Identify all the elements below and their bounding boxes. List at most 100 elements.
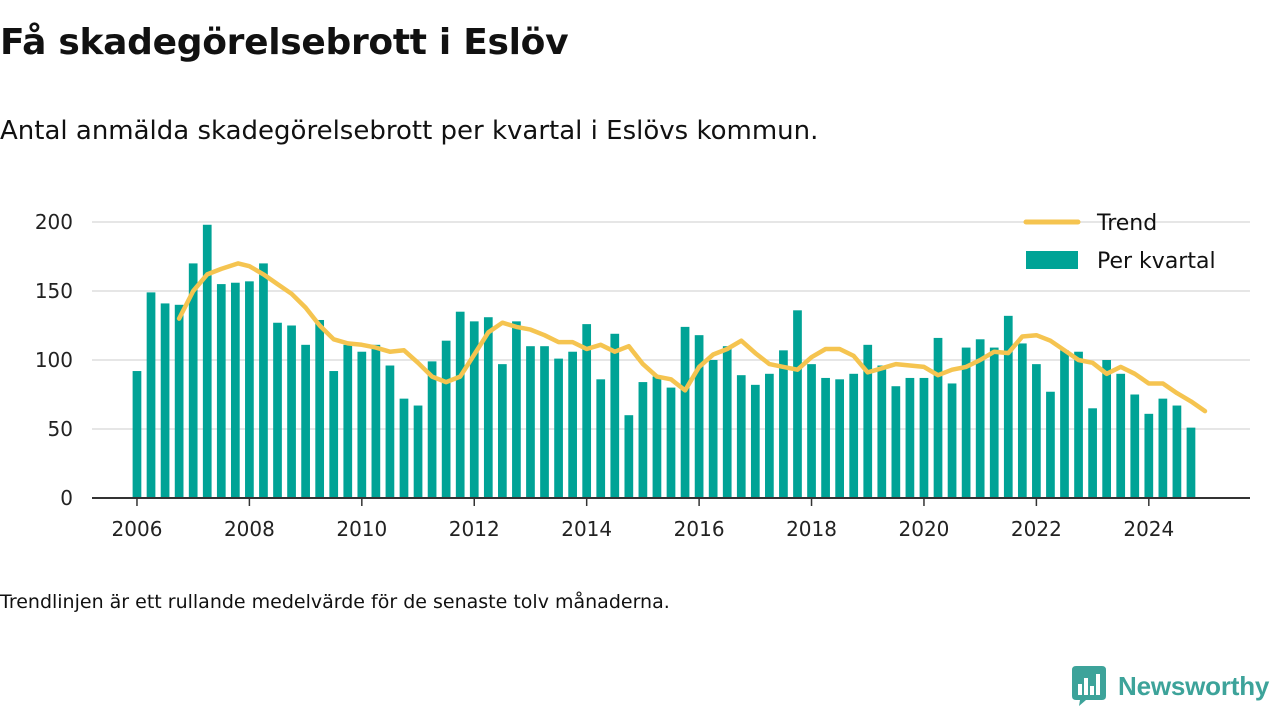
bar xyxy=(933,337,943,498)
bar xyxy=(413,405,423,498)
x-tick-label: 2006 xyxy=(112,517,163,541)
footnote: Trendlinjen är ett rullande medelvärde f… xyxy=(0,591,670,613)
y-tick-label: 100 xyxy=(35,348,73,372)
bar xyxy=(821,377,830,498)
bar xyxy=(765,373,774,498)
newsworthy-logo-icon xyxy=(1072,666,1106,706)
bar xyxy=(273,322,282,498)
bar xyxy=(371,344,381,498)
bar xyxy=(315,319,325,498)
bar xyxy=(245,281,254,498)
bar xyxy=(1032,364,1041,498)
legend: Trend Per kvartal xyxy=(1023,211,1216,274)
bar xyxy=(666,387,676,498)
x-tick-label: 2010 xyxy=(336,517,387,541)
y-tick-label: 200 xyxy=(35,210,73,234)
bar xyxy=(582,324,592,498)
chart-title: Få skadegörelsebrott i Eslöv xyxy=(0,22,569,63)
x-tick-label: 2018 xyxy=(786,517,837,541)
bar xyxy=(694,335,704,498)
bar xyxy=(399,398,409,498)
bar xyxy=(441,340,451,498)
bar xyxy=(568,351,577,498)
brand-name: Newsworthy xyxy=(1118,670,1270,701)
y-tick-label: 150 xyxy=(35,279,73,303)
bar xyxy=(385,365,395,498)
bar xyxy=(624,415,634,498)
x-tick-label: 2012 xyxy=(449,517,500,541)
bar xyxy=(610,333,620,498)
bar xyxy=(146,292,156,498)
bar xyxy=(1116,373,1126,498)
x-tick-label: 2014 xyxy=(561,517,612,541)
bar xyxy=(891,386,901,498)
bar xyxy=(329,371,339,498)
bar xyxy=(259,263,268,498)
bar xyxy=(596,379,606,498)
y-tick-label: 0 xyxy=(60,486,73,510)
x-tick-label: 2016 xyxy=(674,517,725,541)
bar xyxy=(835,379,844,498)
bar xyxy=(975,339,985,498)
bar xyxy=(1003,315,1013,498)
bar xyxy=(1060,350,1069,498)
bar xyxy=(1130,394,1140,498)
bar xyxy=(498,364,507,498)
bar xyxy=(919,377,929,498)
bar xyxy=(287,325,296,498)
bar xyxy=(722,346,732,498)
bar xyxy=(793,310,802,498)
bar xyxy=(1186,427,1196,498)
bar xyxy=(638,382,648,498)
brand-logo: Newsworthy xyxy=(1072,666,1269,706)
bar xyxy=(807,364,816,498)
x-tick-label: 2024 xyxy=(1123,517,1174,541)
bar xyxy=(863,344,873,498)
trend-line xyxy=(176,261,1208,414)
bar xyxy=(427,361,437,498)
legend-bar-swatch xyxy=(1026,251,1078,269)
bar xyxy=(1144,413,1154,498)
bar xyxy=(540,346,549,498)
bar xyxy=(188,263,198,498)
bar xyxy=(877,365,887,498)
x-tick-label: 2008 xyxy=(224,517,275,541)
bar xyxy=(1158,398,1168,498)
y-tick-label: 50 xyxy=(48,417,73,441)
legend-label: Per kvartal xyxy=(1097,249,1216,274)
bar-series xyxy=(132,224,1196,498)
bar xyxy=(680,326,690,498)
x-tick-label: 2020 xyxy=(899,517,950,541)
bar xyxy=(1074,351,1083,498)
bar xyxy=(469,321,479,498)
axes: 0 50 100 150 200 2006 2008 2010 2012 2014 2016 2018… xyxy=(35,210,1250,541)
bar xyxy=(301,344,310,498)
bar xyxy=(652,376,662,498)
bar xyxy=(750,384,760,498)
bar xyxy=(160,303,170,498)
bar xyxy=(512,321,521,498)
bar xyxy=(1172,405,1182,498)
bar xyxy=(132,371,142,498)
bar xyxy=(1088,408,1097,498)
chart-subtitle: Antal anmälda skadegörelsebrott per kvar… xyxy=(0,116,819,146)
bar xyxy=(1102,360,1112,498)
bar xyxy=(849,373,859,498)
x-tick-label: 2022 xyxy=(1011,517,1062,541)
bar xyxy=(779,350,788,498)
legend-label: Trend xyxy=(1096,211,1157,236)
quarterly-chart: 0 50 100 150 200 2006 2008 2010 2012 2014 2016 2018… xyxy=(35,210,1250,541)
bar xyxy=(455,311,465,498)
bar xyxy=(554,358,563,498)
bar xyxy=(708,360,718,498)
bar xyxy=(736,375,746,498)
bar xyxy=(357,351,367,498)
bar xyxy=(905,377,915,498)
bar xyxy=(202,224,212,498)
bar xyxy=(230,282,240,498)
bar xyxy=(1017,343,1027,498)
trend-series xyxy=(176,261,1208,414)
bar xyxy=(216,284,226,498)
bar xyxy=(483,317,493,498)
bar xyxy=(174,304,184,498)
